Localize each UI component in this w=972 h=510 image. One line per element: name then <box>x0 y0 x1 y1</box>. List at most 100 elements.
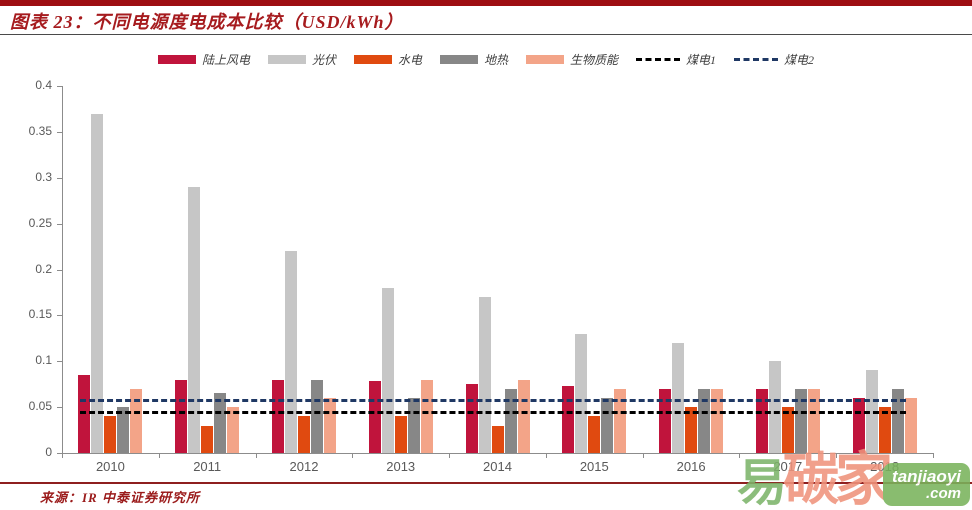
top-accent-bar <box>0 0 972 6</box>
bar-solar-pv-2015 <box>575 333 588 453</box>
bar-geothermal-2012 <box>310 379 323 453</box>
x-category-label-2012: 2012 <box>289 459 319 474</box>
y-axis-line <box>62 86 63 453</box>
bar-geothermal-2018 <box>891 388 904 453</box>
watermark-badge-line1: tanjiaoyi <box>892 467 961 487</box>
legend-swatch-solar-pv <box>267 54 306 64</box>
bar-hydro-2012 <box>297 416 310 453</box>
x-tick-mark-3 <box>352 453 354 458</box>
bar-biomass-2014 <box>517 379 530 453</box>
x-category-label-2014: 2014 <box>483 459 512 474</box>
legend-item-coal-1: 煤电1 <box>636 51 716 68</box>
bar-geothermal-2015 <box>601 397 614 453</box>
bar-hydro-2018 <box>878 407 891 453</box>
x-category-label-2016: 2016 <box>676 459 706 474</box>
bar-biomass-2012 <box>323 397 336 453</box>
bar-hydro-2011 <box>201 425 214 453</box>
bar-onshore-wind-2011 <box>175 379 188 453</box>
bar-geothermal-2017 <box>794 388 807 453</box>
x-tick-mark-8 <box>836 453 838 458</box>
legend-swatch-coal-2 <box>734 57 779 61</box>
x-tick-mark-0 <box>62 453 63 458</box>
legend-label-coal-2: 煤电2 <box>784 52 815 67</box>
bar-geothermal-2013 <box>407 397 420 453</box>
y-tick-mark-1 <box>57 407 62 409</box>
legend-item-geothermal: 地热 <box>439 51 508 68</box>
legend-swatch-hydro <box>353 54 392 64</box>
reference-line-coal-1 <box>80 410 906 414</box>
legend-label-geothermal: 地热 <box>483 52 508 67</box>
legend-label-onshore-wind: 陆上风电 <box>201 52 250 67</box>
bar-biomass-2016 <box>711 388 724 453</box>
bar-onshore-wind-2017 <box>755 388 768 453</box>
bar-solar-pv-2014 <box>478 297 491 453</box>
bar-onshore-wind-2016 <box>659 388 672 453</box>
bar-hydro-2010 <box>104 416 117 453</box>
source-note: 来源：IR 中泰证券研究所 <box>40 490 200 505</box>
bar-solar-pv-2016 <box>672 342 685 453</box>
bar-solar-pv-2012 <box>284 251 297 453</box>
y-tick-label-0: 0 <box>45 445 52 459</box>
legend-item-hydro: 水电 <box>353 51 422 68</box>
bar-onshore-wind-2015 <box>562 386 575 453</box>
bar-onshore-wind-2010 <box>78 375 91 453</box>
y-tick-mark-6 <box>57 177 62 179</box>
x-axis-line <box>62 453 933 454</box>
legend-swatch-onshore-wind <box>157 54 196 64</box>
y-tick-label-6: 0.3 <box>35 169 52 184</box>
page-title: 图表 23：不同电源度电成本比较（USD/kWh） <box>10 12 404 32</box>
chart-legend: 陆上风电 光伏 水电 地热 生物质能 煤电1 煤电2 <box>0 48 972 70</box>
bar-biomass-2017 <box>807 388 820 453</box>
y-tick-mark-5 <box>57 223 62 225</box>
bar-onshore-wind-2012 <box>271 379 284 453</box>
bar-onshore-wind-2013 <box>368 381 381 453</box>
bar-solar-pv-2013 <box>381 287 394 454</box>
bar-hydro-2016 <box>685 407 698 453</box>
x-category-label-2010: 2010 <box>95 459 125 474</box>
watermark-char-1: 碳 <box>783 449 840 510</box>
y-tick-label-8: 0.4 <box>35 78 52 92</box>
bar-biomass-2010 <box>130 388 143 453</box>
watermark-badge: tanjiaoyi .com <box>883 463 970 506</box>
x-category-label-2013: 2013 <box>386 459 416 474</box>
footer-divider <box>0 482 972 484</box>
legend-label-solar-pv: 光伏 <box>311 52 336 67</box>
y-tick-label-4: 0.2 <box>35 261 52 276</box>
legend-swatch-biomass <box>526 54 564 64</box>
legend-item-coal-2: 煤电2 <box>734 51 814 68</box>
watermark-badge-line2: .com <box>925 485 961 503</box>
bar-biomass-2011 <box>227 407 240 453</box>
x-tick-mark-2 <box>255 453 257 458</box>
bar-solar-pv-2017 <box>768 361 781 454</box>
watermark-char-0: 易 <box>737 455 788 510</box>
chart-title-row: 图表 23：不同电源度电成本比较（USD/kWh） <box>0 6 972 35</box>
y-tick-label-1: 0.05 <box>28 399 52 414</box>
y-tick-mark-0 <box>57 453 62 454</box>
bar-hydro-2015 <box>588 416 601 453</box>
x-tick-mark-1 <box>158 453 160 458</box>
x-tick-mark-7 <box>739 453 741 458</box>
bar-geothermal-2011 <box>214 393 227 453</box>
y-tick-label-2: 0.1 <box>35 353 52 368</box>
bar-biomass-2018 <box>904 397 917 453</box>
bar-solar-pv-2010 <box>91 113 104 453</box>
bar-geothermal-2014 <box>504 388 517 453</box>
bar-hydro-2014 <box>491 425 504 453</box>
bar-solar-pv-2011 <box>188 186 201 453</box>
y-tick-label-3: 0.15 <box>28 307 52 322</box>
bar-hydro-2017 <box>781 407 794 453</box>
y-tick-mark-8 <box>57 86 62 87</box>
x-category-label-2015: 2015 <box>579 459 609 474</box>
y-tick-label-5: 0.25 <box>28 215 52 230</box>
legend-label-hydro: 水电 <box>397 52 422 67</box>
legend-label-biomass: 生物质能 <box>570 52 619 67</box>
bar-hydro-2013 <box>394 416 407 453</box>
reference-line-coal-2 <box>80 398 906 402</box>
x-tick-mark-6 <box>642 453 644 458</box>
y-tick-mark-7 <box>57 131 62 133</box>
legend-swatch-coal-1 <box>636 57 681 61</box>
legend-item-biomass: 生物质能 <box>526 51 618 68</box>
x-category-label-2017: 2017 <box>773 459 803 474</box>
